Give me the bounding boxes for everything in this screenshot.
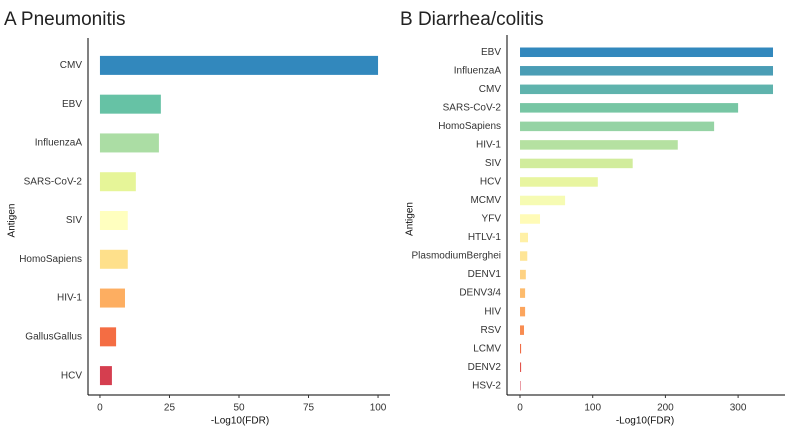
bar: [520, 251, 528, 261]
y-tick-label: DENV3/4: [459, 288, 501, 299]
bar: [520, 362, 522, 372]
y-tick-label: SIV: [66, 215, 82, 226]
bar: [99, 172, 136, 192]
bar: [520, 140, 678, 150]
bar: [99, 366, 112, 386]
bar: [99, 288, 125, 308]
chart-title: A Pneumonitis: [4, 9, 125, 30]
bar: [520, 269, 526, 280]
y-tick-label: GallusGallus: [25, 331, 82, 342]
bar: [520, 66, 774, 76]
bar: [520, 380, 521, 391]
y-tick-label: SIV: [485, 158, 501, 169]
x-tick-label: 0: [517, 403, 523, 414]
y-tick-label: MCMV: [470, 195, 501, 206]
bar: [520, 47, 774, 58]
x-tick-label: 200: [657, 403, 674, 414]
y-tick-label: HCV: [61, 370, 82, 381]
y-tick-label: DENV1: [468, 269, 502, 280]
y-tick-label: EBV: [481, 47, 501, 58]
bar: [99, 55, 379, 75]
x-tick-label: 75: [303, 403, 315, 414]
x-tick-label: 0: [97, 403, 103, 414]
bar: [520, 177, 598, 187]
bar: [520, 288, 526, 298]
y-axis-title: Antigen: [7, 204, 18, 238]
y-tick-label: HomoSapiens: [438, 121, 501, 132]
x-tick-label: 300: [730, 403, 747, 414]
bar: [520, 158, 633, 169]
x-tick-label: 50: [233, 403, 245, 414]
y-tick-label: InfluenzaA: [454, 65, 502, 76]
y-tick-label: HSV-2: [472, 380, 501, 391]
y-tick-label: CMV: [479, 84, 502, 95]
bar: [520, 306, 526, 317]
y-tick-label: HomoSapiens: [19, 254, 82, 265]
y-tick-label: SARS-CoV-2: [24, 176, 83, 187]
y-tick-label: HIV-1: [476, 140, 501, 151]
x-tick-label: 100: [584, 403, 601, 414]
bar: [520, 195, 566, 206]
bar: [520, 103, 739, 113]
y-tick-label: DENV2: [468, 362, 502, 373]
chart-title: B Diarrhea/colitis: [400, 9, 544, 30]
x-tick-label: 100: [370, 403, 387, 414]
bar: [520, 343, 522, 354]
bar: [520, 121, 715, 132]
y-tick-label: PlasmodiumBerghei: [412, 251, 502, 262]
y-axis-title: Antigen: [405, 202, 416, 236]
y-tick-label: HIV: [484, 306, 501, 317]
bar: [99, 94, 161, 114]
x-axis-title: -Log10(FDR): [616, 416, 674, 427]
bar: [99, 249, 128, 269]
bar: [99, 211, 128, 230]
y-tick-label: SARS-CoV-2: [443, 102, 502, 113]
y-tick-label: HTLV-1: [468, 232, 502, 243]
y-tick-label: CMV: [60, 60, 83, 71]
bar: [520, 232, 529, 243]
bar: [99, 327, 117, 347]
x-tick-label: 25: [164, 403, 176, 414]
bar: [520, 325, 525, 335]
y-tick-label: InfluenzaA: [35, 138, 83, 149]
y-tick-label: HIV-1: [57, 293, 82, 304]
bar: [520, 214, 541, 224]
bar: [520, 84, 774, 95]
y-tick-label: HCV: [480, 177, 501, 188]
bar: [99, 133, 159, 153]
y-tick-label: RSV: [480, 325, 501, 336]
y-tick-label: EBV: [62, 99, 82, 110]
y-tick-label: LCMV: [473, 343, 501, 354]
x-axis-title: -Log10(FDR): [211, 416, 269, 427]
y-tick-label: YFV: [482, 214, 502, 225]
